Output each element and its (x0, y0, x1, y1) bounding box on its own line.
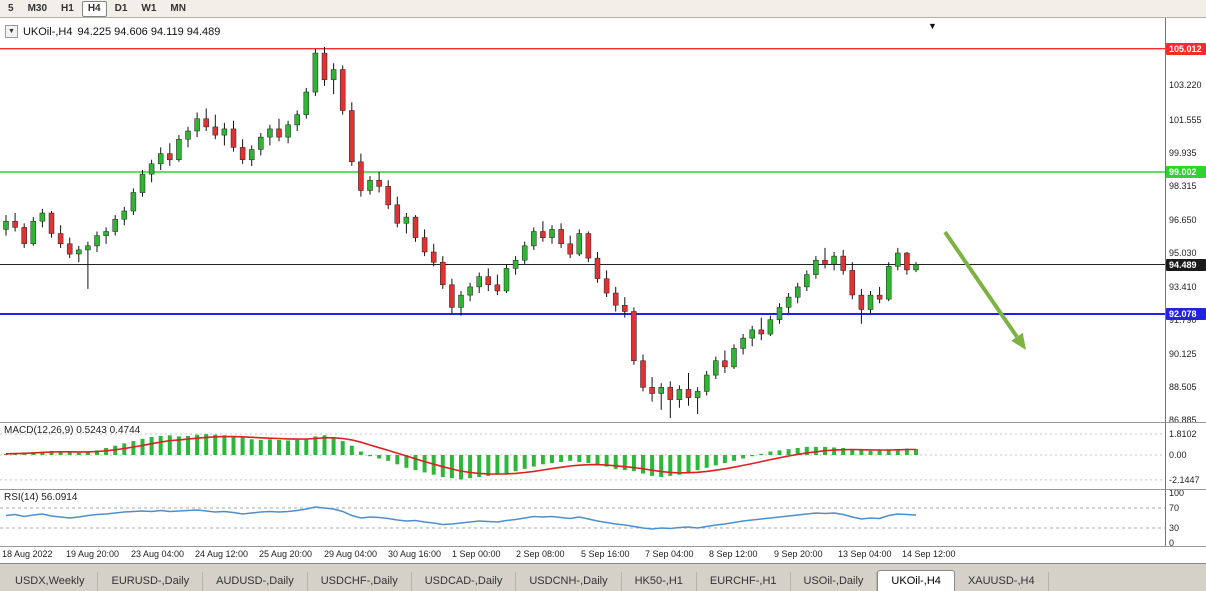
tab-usdx-weekly[interactable]: USDX,Weekly (2, 572, 99, 591)
timeframe-button-h1[interactable]: H1 (61, 2, 74, 14)
tab-usdchf-daily[interactable]: USDCHF-,Daily (308, 572, 412, 591)
price-axis-tick: 90.125 (1169, 349, 1197, 359)
rsi-axis-tick: 30 (1169, 523, 1180, 533)
price-axis-tick: 103.220 (1169, 80, 1202, 90)
time-axis-label: 23 Aug 04:00 (131, 549, 185, 559)
chart-ohlc-values: 94.225 94.606 94.119 94.489 (77, 25, 221, 38)
time-axis-label: 14 Sep 12:00 (902, 549, 956, 559)
timeframe-button-5[interactable]: 5 (8, 2, 14, 14)
price-axis-tick: 91.790 (1169, 315, 1197, 325)
price-axis-tick: 93.410 (1169, 282, 1197, 292)
price-axis-tick: 101.555 (1169, 115, 1202, 125)
price-level-badge: 94.489 (1166, 259, 1206, 271)
time-axis-label: 2 Sep 08:00 (516, 549, 565, 559)
time-axis-label: 18 Aug 2022 (2, 549, 53, 559)
macd-axis-tick: -2.1447 (1169, 475, 1200, 485)
macd-axis-tick: 1.8102 (1169, 429, 1197, 439)
time-axis[interactable]: 18 Aug 2022 19 Aug 20:00 23 Aug 04:00 24 Au… (0, 547, 1165, 563)
time-axis-label: 29 Aug 04:00 (324, 549, 378, 559)
time-axis-label: 9 Sep 20:00 (774, 549, 823, 559)
rsi-panel-divider[interactable] (0, 489, 1206, 490)
rsi-indicator-label: RSI(14) 56.0914 (4, 492, 78, 503)
price-axis-tick: 86.885 (1169, 415, 1197, 425)
price-axis-tick: 88.505 (1169, 382, 1197, 392)
time-axis-label: 7 Sep 04:00 (645, 549, 694, 559)
price-level-badge: 92.078 (1166, 308, 1206, 320)
time-axis-label: 24 Aug 12:00 (195, 549, 249, 559)
macd-axis-tick: 0.00 (1169, 450, 1187, 460)
time-axis-divider (0, 546, 1206, 547)
price-axis-tick: 99.935 (1169, 148, 1197, 158)
tab-usdcnh-daily[interactable]: USDCNH-,Daily (516, 572, 622, 591)
price-axis-tick: 98.315 (1169, 181, 1197, 191)
tab-usdcad-daily[interactable]: USDCAD-,Daily (412, 572, 517, 591)
tab-audusd-daily[interactable]: AUDUSD-,Daily (203, 572, 308, 591)
time-axis-label: 1 Sep 00:00 (452, 549, 501, 559)
time-axis-label: 30 Aug 16:00 (388, 549, 442, 559)
price-level-badge: 105.012 (1166, 43, 1206, 55)
time-axis-label: 25 Aug 20:00 (259, 549, 313, 559)
price-axis-tick: 96.650 (1169, 215, 1197, 225)
time-axis-label: 5 Sep 16:00 (581, 549, 630, 559)
tab-ukoil-h4[interactable]: UKOil-,H4 (877, 570, 955, 591)
price-axis-border (1165, 18, 1166, 546)
tab-eurusd-daily[interactable]: EURUSD-,Daily (98, 572, 204, 591)
tab-xauusd-h4[interactable]: XAUUSD-,H4 (955, 572, 1049, 591)
tab-hk50-h1[interactable]: HK50-,H1 (622, 572, 697, 591)
timeframe-button-h4[interactable]: H4 (81, 0, 107, 17)
timeframe-toolbar: 5 M30 H1 H4 D1 W1 MN (0, 0, 1206, 18)
chart-symbol-label: UKOil-,H4 (22, 25, 73, 38)
time-axis-label: 8 Sep 12:00 (709, 549, 758, 559)
symbol-tab-bar: USDX,Weekly EURUSD-,Daily AUDUSD-,Daily USD… (0, 563, 1206, 591)
timeframe-button-w1[interactable]: W1 (141, 2, 157, 14)
rsi-axis-tick: 100 (1169, 488, 1185, 498)
chart-shift-icon[interactable]: ▼ (928, 21, 937, 31)
timeframe-button-d1[interactable]: D1 (114, 2, 128, 14)
timeframe-button-mn[interactable]: MN (170, 2, 186, 14)
timeframe-button-m30[interactable]: M30 (27, 2, 48, 14)
tab-eurchf-h1[interactable]: EURCHF-,H1 (697, 572, 791, 591)
rsi-axis-tick: 0 (1169, 538, 1175, 548)
candlestick-chart[interactable] (0, 18, 1165, 422)
rsi-axis-tick: 70 (1169, 503, 1180, 513)
time-axis-label: 19 Aug 20:00 (66, 549, 120, 559)
time-axis-label: 13 Sep 04:00 (838, 549, 892, 559)
price-level-badge: 99.002 (1166, 166, 1206, 178)
rsi-chart[interactable] (0, 490, 1165, 546)
chart-title: ▼ UKOil-,H4 94.225 94.606 94.119 94.489 (5, 25, 220, 38)
tab-usoil-daily[interactable]: USOil-,Daily (791, 572, 878, 591)
macd-chart[interactable] (0, 423, 1165, 489)
symbol-dropdown-icon[interactable]: ▼ (5, 25, 18, 38)
price-axis-tick: 95.030 (1169, 248, 1197, 258)
macd-indicator-label: MACD(12,26,9) 0.5243 0.4744 (4, 425, 141, 436)
down-trend-arrow[interactable] (943, 230, 1019, 338)
macd-panel-divider[interactable] (0, 422, 1206, 423)
